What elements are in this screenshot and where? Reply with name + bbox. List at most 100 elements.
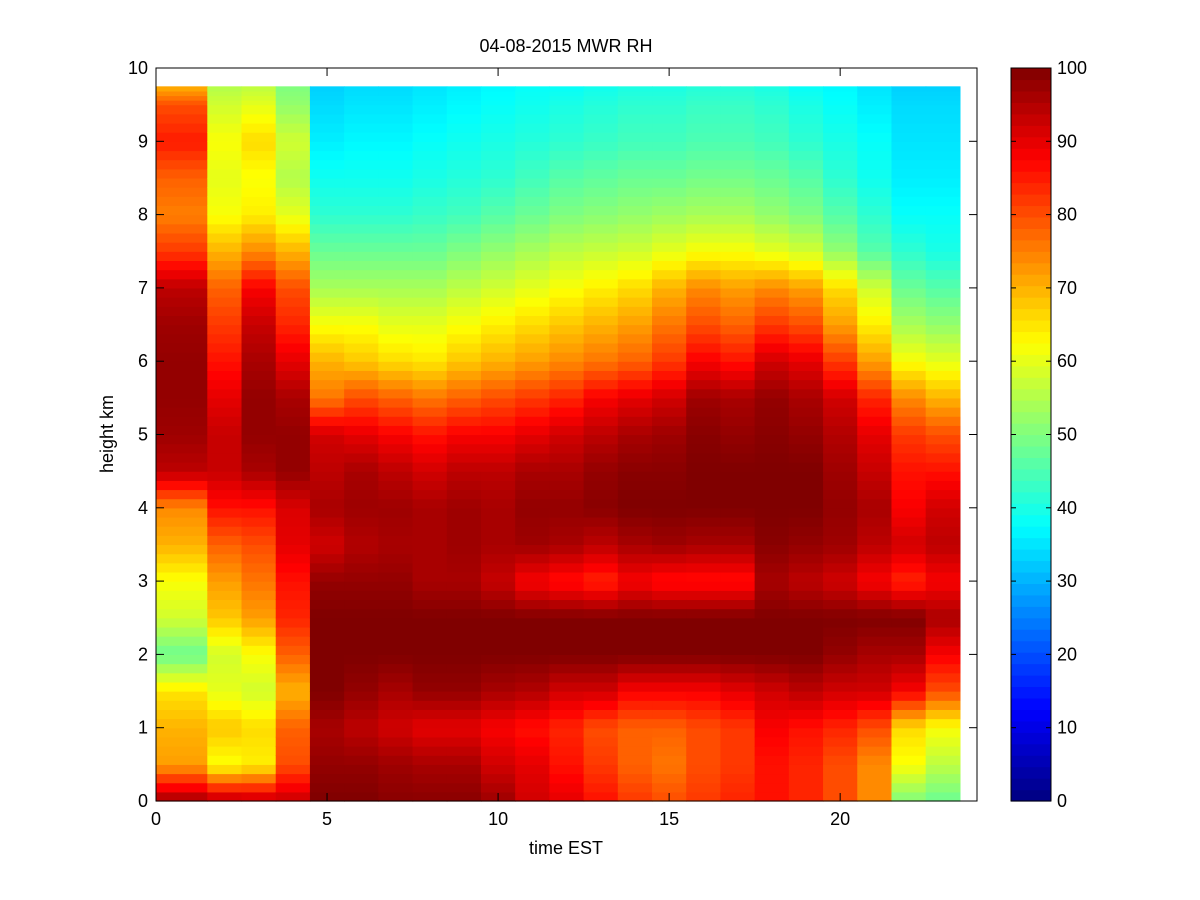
- heatmap-cell: [480, 177, 516, 188]
- heatmap-cell: [309, 100, 345, 106]
- heatmap-cell: [823, 645, 858, 655]
- heatmap-cell: [378, 590, 414, 601]
- heatmap-cell: [344, 663, 379, 674]
- heatmap-cell: [754, 425, 790, 436]
- heatmap-cell: [412, 122, 448, 133]
- heatmap-cell: [378, 196, 414, 207]
- heatmap-cell: [446, 452, 482, 463]
- heatmap-cell: [549, 90, 585, 97]
- heatmap-cell: [583, 397, 619, 408]
- heatmap-cell: [823, 287, 858, 298]
- heatmap-cell: [754, 636, 790, 646]
- heatmap-cell: [857, 507, 893, 518]
- heatmap-cell: [823, 498, 858, 509]
- heatmap-cell: [788, 691, 824, 701]
- heatmap-cell: [617, 205, 653, 216]
- heatmap-cell: [156, 113, 208, 124]
- heatmap-cell: [788, 782, 824, 793]
- heatmap-cell: [309, 434, 345, 445]
- heatmap-cell: [480, 608, 516, 619]
- heatmap-cell: [823, 141, 858, 152]
- heatmap-cell: [583, 425, 619, 436]
- heatmap-cell: [925, 352, 961, 362]
- heatmap-cell: [925, 434, 961, 445]
- heatmap-cell: [686, 242, 722, 252]
- heatmap-cell: [156, 100, 208, 106]
- heatmap-cell: [241, 232, 277, 243]
- heatmap-cell: [412, 727, 448, 738]
- heatmap-cell: [515, 223, 550, 234]
- heatmap-cell: [275, 709, 311, 720]
- heatmap-cell: [754, 342, 790, 353]
- heatmap-cell: [515, 571, 550, 582]
- heatmap-cell: [652, 727, 687, 738]
- colorbar-swatch: [1011, 640, 1051, 653]
- heatmap-cell: [378, 251, 414, 262]
- heatmap-cell: [275, 132, 311, 142]
- heatmap-cell: [309, 416, 345, 426]
- heatmap-cell: [686, 187, 722, 197]
- heatmap-cell: [275, 306, 311, 316]
- heatmap-cell: [378, 581, 414, 591]
- heatmap-cell: [309, 535, 345, 546]
- heatmap-cell: [857, 434, 893, 445]
- heatmap-cell: [891, 177, 927, 188]
- heatmap-cell: [344, 205, 379, 216]
- heatmap-cell: [617, 388, 653, 399]
- heatmap-cell: [583, 205, 619, 216]
- heatmap-cell: [446, 727, 482, 738]
- heatmap-cell: [344, 370, 379, 381]
- heatmap-cell: [275, 159, 311, 170]
- heatmap-cell: [925, 773, 961, 784]
- heatmap-cell: [754, 104, 790, 115]
- heatmap-cell: [925, 498, 961, 509]
- heatmap-cell: [891, 452, 927, 463]
- heatmap-cell: [823, 196, 858, 207]
- heatmap-cell: [412, 443, 448, 454]
- heatmap-cell: [788, 544, 824, 555]
- heatmap-cell: [754, 333, 790, 344]
- heatmap-cell: [241, 654, 277, 665]
- heatmap-cell: [720, 709, 756, 720]
- heatmap-cell: [344, 452, 379, 463]
- heatmap-cell: [446, 773, 482, 784]
- heatmap-cell: [241, 764, 277, 775]
- heatmap-cell: [275, 691, 311, 701]
- heatmap-cell: [925, 700, 961, 710]
- heatmap-cell: [652, 287, 687, 298]
- heatmap-cell: [754, 416, 790, 426]
- heatmap-cell: [549, 727, 585, 738]
- heatmap-cell: [412, 425, 448, 436]
- heatmap-cell: [309, 626, 345, 637]
- heatmap-cell: [925, 599, 961, 610]
- heatmap-cell: [515, 434, 550, 445]
- heatmap-cell: [480, 214, 516, 225]
- heatmap-cell: [549, 755, 585, 765]
- heatmap-cell: [720, 86, 756, 92]
- heatmap-cell: [446, 159, 482, 170]
- heatmap-cell: [241, 141, 277, 152]
- heatmap-cell: [891, 461, 927, 472]
- heatmap-cell: [720, 370, 756, 381]
- heatmap-cell: [446, 581, 482, 591]
- heatmap-cell: [207, 617, 243, 628]
- heatmap-cell: [378, 645, 414, 655]
- heatmap-cell: [241, 700, 277, 710]
- heatmap-cell: [686, 104, 722, 115]
- heatmap-cell: [823, 535, 858, 546]
- heatmap-cell: [652, 553, 687, 564]
- heatmap-cell: [241, 471, 277, 481]
- heatmap-cell: [156, 242, 208, 252]
- heatmap-cell: [686, 90, 722, 97]
- colorbar-tick-label: 90: [1057, 131, 1077, 151]
- heatmap-cell: [480, 434, 516, 445]
- heatmap-cell: [412, 773, 448, 784]
- heatmap-cell: [925, 507, 961, 518]
- heatmap-cell: [412, 361, 448, 371]
- heatmap-cell: [686, 645, 722, 655]
- heatmap-cell: [480, 187, 516, 197]
- heatmap-cell: [344, 223, 379, 234]
- heatmap-cell: [275, 571, 311, 582]
- heatmap-cell: [241, 388, 277, 399]
- heatmap-cell: [583, 727, 619, 738]
